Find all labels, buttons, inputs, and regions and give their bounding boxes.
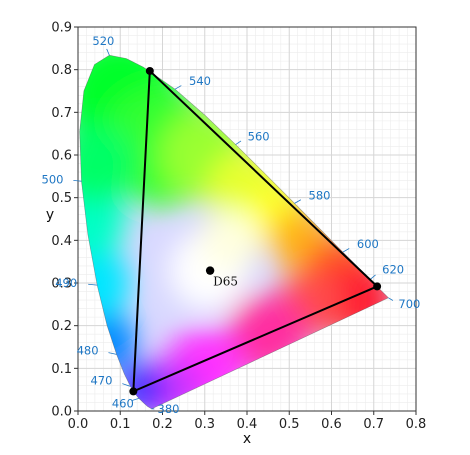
y-tick-label: 0.8 (51, 63, 72, 78)
x-axis-title: x (243, 431, 251, 447)
wavelength-label: 520 (92, 34, 114, 48)
wavelength-label: 480 (77, 343, 99, 357)
wavelength-tick (106, 48, 110, 56)
white-point-dot (205, 266, 215, 275)
gamut-vertex-point (129, 387, 138, 396)
wavelength-label: 580 (309, 188, 331, 202)
wavelength-label: 490 (55, 276, 77, 290)
locus-color-blob (79, 123, 135, 204)
locus-color-blob (200, 210, 261, 271)
x-tick-label: 0.1 (110, 417, 131, 432)
wavelength-tick (122, 383, 131, 387)
wavelength-label: 560 (248, 130, 270, 144)
wavelength-tick (294, 199, 302, 204)
y-tick-label: 0.4 (51, 234, 72, 249)
x-tick-label: 0.3 (194, 417, 215, 432)
x-tick-label: 0.7 (363, 417, 384, 432)
wavelength-tick (342, 248, 350, 253)
y-tick-label: 0.6 (51, 149, 72, 164)
wavelength-label: 540 (189, 74, 211, 88)
x-tick-label: 0.4 (237, 417, 258, 432)
y-tick-label: 0.5 (51, 191, 72, 206)
gamut-triangle-outline (132, 69, 379, 393)
y-tick-label: 0.9 (51, 21, 72, 36)
locus-outline (79, 54, 389, 410)
x-tick-label: 0.0 (68, 417, 89, 432)
gamut-vertex-point (145, 66, 154, 75)
locus-color-field (79, 55, 389, 409)
wavelength-label: 700 (398, 297, 420, 311)
wavelength-label: 470 (90, 373, 112, 387)
wavelength-tick (88, 283, 98, 286)
white-point-label: D65 (213, 275, 238, 289)
wavelength-tick (73, 179, 82, 182)
wavelength-tick (131, 397, 139, 401)
tick-labels: 0.0 0.1 0.2 0.3 0.4 0.5 0.6 0.7 0.8 0.0 0.1 0.2 0.3 0… (51, 21, 426, 433)
x-tick-label: 0.2 (152, 417, 173, 432)
wavelength-tick (235, 140, 242, 145)
white-point: D65 (205, 266, 238, 289)
spectral-locus-fill (79, 54, 389, 410)
y-tick-label: 0.1 (51, 362, 72, 377)
y-tick-label: 0.3 (51, 277, 72, 292)
wavelength-label: 460 (112, 396, 134, 410)
gamut-vertex-point (373, 282, 382, 291)
locus-blobs (79, 55, 389, 409)
wavelength-label: 500 (42, 172, 64, 186)
wavelength-tick (174, 85, 182, 90)
x-tick-label: 0.5 (279, 417, 300, 432)
wavelength-tick (388, 297, 394, 301)
y-tick-label: 0.0 (51, 405, 72, 420)
x-tick-label: 0.8 (406, 417, 427, 432)
y-axis-title: y (46, 207, 54, 223)
y-tick-label: 0.7 (51, 106, 72, 121)
x-tick-label: 0.6 (321, 417, 342, 432)
wavelength-label: 620 (382, 262, 404, 276)
y-tick-label: 0.2 (51, 319, 72, 334)
gamut-triangle (129, 66, 382, 396)
wavelength-label: 380 (158, 402, 180, 416)
wavelength-tick (108, 352, 117, 355)
wavelength-tick (369, 274, 376, 280)
wavelength-label: 600 (357, 237, 379, 251)
